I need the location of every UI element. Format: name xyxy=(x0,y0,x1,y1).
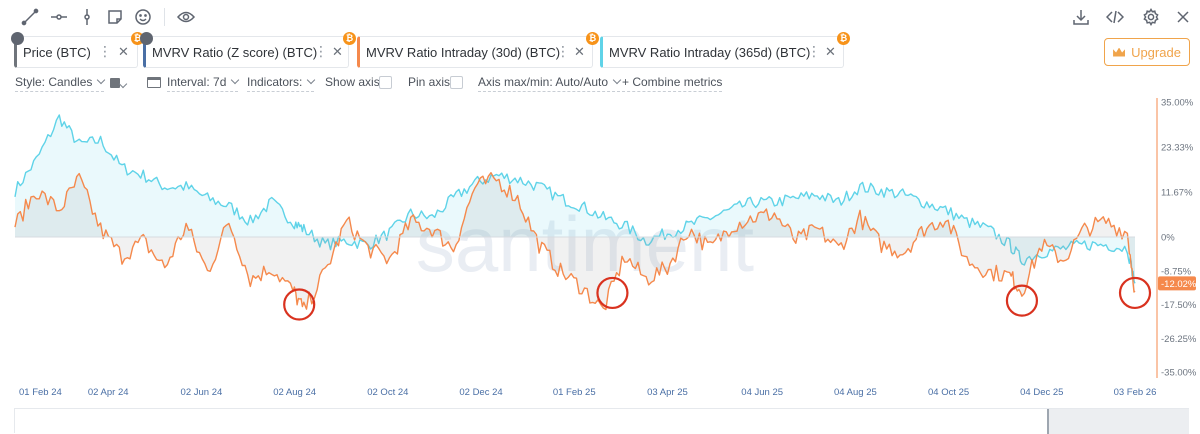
x-tick-label: 01 Feb 24 xyxy=(19,387,62,398)
x-tick-label: 02 Jun 24 xyxy=(181,387,223,398)
bottom-marker-circle xyxy=(1118,276,1152,310)
close-icon[interactable]: ✕ xyxy=(118,44,129,59)
close-icon[interactable]: ✕ xyxy=(574,44,585,59)
style-selector[interactable]: Style: Candles xyxy=(15,75,106,92)
y-tick-label: -8.75% xyxy=(1161,266,1192,277)
btc-badge-icon: ₿ xyxy=(343,32,356,45)
embed-code-icon[interactable] xyxy=(1104,6,1126,28)
metric-tab-price[interactable]: Price (BTC) ⋮ ✕ ₿ xyxy=(11,32,144,68)
metric-tab-mvrv-30d[interactable]: MVRV Ratio Intraday (30d) (BTC) ⋮ ✕ ₿ xyxy=(357,32,599,68)
y-tick-label: -17.50% xyxy=(1161,300,1197,311)
indicators-selector[interactable]: Indicators: xyxy=(247,75,316,92)
toolbar-divider xyxy=(164,8,165,26)
y-tick-label: 23.33% xyxy=(1161,143,1194,154)
x-tick-label: 04 Jun 25 xyxy=(741,387,783,398)
x-tick-label: 02 Apr 24 xyxy=(88,387,129,398)
color-swatch[interactable] xyxy=(110,78,120,88)
plot-area xyxy=(14,114,1152,321)
chevron-down-icon xyxy=(231,75,240,85)
navigator-range-handle[interactable] xyxy=(1047,409,1189,434)
x-tick-label: 04 Aug 25 xyxy=(834,387,877,398)
axis-minmax-label: Axis max/min: Auto/Auto xyxy=(478,75,609,89)
close-icon[interactable]: ✕ xyxy=(825,44,836,59)
interval-selector[interactable]: Interval: 7d xyxy=(167,75,240,92)
metric-tab-mvrv-365d[interactable]: MVRV Ratio Intraday (365d) (BTC) ⋮ ✕ ₿ xyxy=(600,32,850,68)
chevron-down-icon xyxy=(97,75,106,85)
current-value-badge xyxy=(1158,276,1196,291)
show-axis-label: Show axis xyxy=(325,75,380,89)
more-options-icon[interactable]: ⋮ xyxy=(98,43,112,59)
pin-axis-checkbox[interactable] xyxy=(450,76,463,89)
axes: 35.00% 23.33% 11.67% 0% -8.75% -17.50% -26.25%… xyxy=(15,98,1197,398)
y-tick-label: 35.00% xyxy=(1161,98,1194,109)
style-label: Style: Candles xyxy=(15,75,93,89)
crown-icon xyxy=(1113,47,1126,57)
x-tick-label: 02 Aug 24 xyxy=(273,387,316,398)
show-axis-checkbox[interactable] xyxy=(379,76,392,89)
hidden-metric-icon[interactable] xyxy=(11,32,24,45)
chart-settings-row: Style: Candles Interval: 7d Indicators: … xyxy=(0,72,900,94)
x-tick-label: 03 Apr 25 xyxy=(647,387,688,398)
chevron-down-icon xyxy=(612,75,622,85)
btc-badge-icon: ₿ xyxy=(837,32,850,45)
metric-tab-mvrv-zscore[interactable]: MVRV Ratio (Z score) (BTC) ⋮ ✕ ₿ xyxy=(140,32,356,68)
y-tick-label: 11.67% xyxy=(1161,187,1193,198)
combine-metrics-button[interactable]: + Combine metrics xyxy=(622,75,723,92)
close-icon[interactable]: ✕ xyxy=(332,44,343,59)
download-icon[interactable] xyxy=(1070,6,1092,28)
horizontal-ray-icon[interactable] xyxy=(48,6,70,28)
pin-axis-label: Pin axis xyxy=(408,75,451,89)
settings-gear-icon[interactable] xyxy=(1140,6,1162,28)
y-tick-label: -26.25% xyxy=(1161,334,1197,345)
indicators-label: Indicators: xyxy=(247,75,303,89)
x-tick-label: 04 Oct 25 xyxy=(928,387,969,398)
vertical-ray-icon[interactable] xyxy=(76,6,98,28)
bottom-marker-circle xyxy=(283,288,316,321)
current-value-label: -12.02% xyxy=(1161,279,1197,290)
drawing-toolbar xyxy=(0,0,1200,34)
upgrade-label: Upgrade xyxy=(1131,44,1181,60)
series-area xyxy=(15,115,1135,284)
metric-label: MVRV Ratio Intraday (30d) (BTC) xyxy=(366,44,561,60)
more-options-icon[interactable]: ⋮ xyxy=(314,43,328,59)
x-tick-label: 01 Feb 25 xyxy=(553,387,596,398)
hidden-metric-icon[interactable] xyxy=(140,32,153,45)
line-tool-icon[interactable] xyxy=(19,6,41,28)
chevron-down-icon xyxy=(307,75,316,85)
metric-label: Price (BTC) xyxy=(23,44,91,60)
time-navigator[interactable] xyxy=(14,408,1189,434)
emoji-icon[interactable] xyxy=(132,6,154,28)
y-tick-label: -35.00% xyxy=(1161,368,1197,379)
upgrade-button[interactable]: Upgrade xyxy=(1104,38,1190,66)
y-tick-label: 0% xyxy=(1161,233,1175,244)
axis-minmax-selector[interactable]: Axis max/min: Auto/Auto xyxy=(478,75,622,92)
metric-tabs: Price (BTC) ⋮ ✕ ₿ MVRV Ratio (Z score) (… xyxy=(0,32,900,68)
x-tick-label: 04 Dec 25 xyxy=(1020,387,1063,398)
bottom-marker-circle xyxy=(1005,284,1039,317)
metric-label: MVRV Ratio (Z score) (BTC) xyxy=(152,44,318,60)
santiment-watermark: santiment xyxy=(416,200,754,288)
interval-label: Interval: 7d xyxy=(167,75,227,89)
note-icon[interactable] xyxy=(104,6,126,28)
series-line xyxy=(14,114,1136,284)
series-line xyxy=(14,172,1136,311)
more-options-icon[interactable]: ⋮ xyxy=(807,43,821,59)
close-icon[interactable] xyxy=(1172,6,1194,28)
bottom-marker-circle xyxy=(596,276,629,310)
more-options-icon[interactable]: ⋮ xyxy=(556,43,570,59)
eye-icon[interactable] xyxy=(175,6,197,28)
metric-label: MVRV Ratio Intraday (365d) (BTC) xyxy=(609,44,811,60)
calendar-icon xyxy=(147,77,161,88)
x-tick-label: 02 Dec 24 xyxy=(459,387,502,398)
mvrv-chart[interactable]: santiment 35.00% 23.33% 11.67% 0% -8.75% -17.… xyxy=(0,96,1200,408)
x-tick-label: 03 Feb 26 xyxy=(1114,387,1157,398)
chevron-down-icon[interactable] xyxy=(118,79,128,89)
series-area xyxy=(15,172,1135,310)
x-tick-label: 02 Oct 24 xyxy=(367,387,408,398)
btc-badge-icon: ₿ xyxy=(586,32,599,45)
